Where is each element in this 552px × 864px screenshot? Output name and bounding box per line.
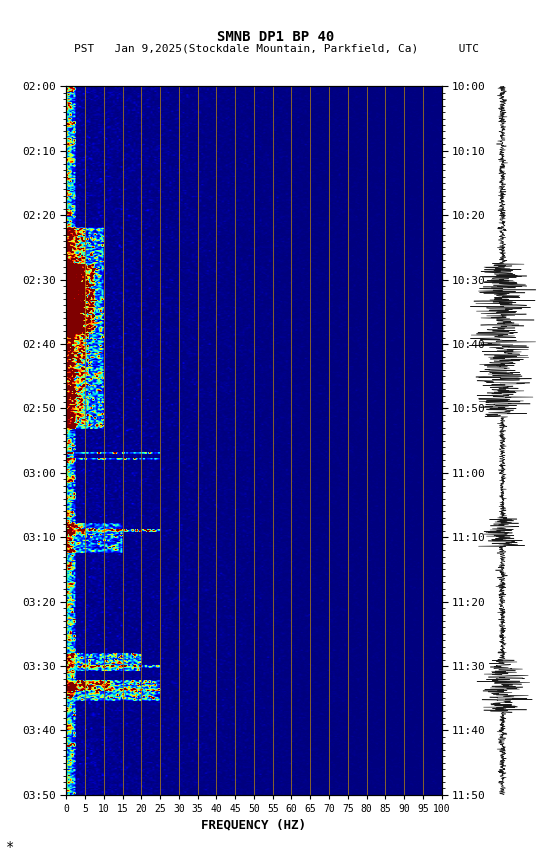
Text: PST   Jan 9,2025(Stockdale Mountain, Parkfield, Ca)      UTC: PST Jan 9,2025(Stockdale Mountain, Parkf… xyxy=(73,43,479,54)
Text: *: * xyxy=(6,840,14,854)
X-axis label: FREQUENCY (HZ): FREQUENCY (HZ) xyxy=(201,818,306,831)
Text: SMNB DP1 BP 40: SMNB DP1 BP 40 xyxy=(217,30,335,44)
